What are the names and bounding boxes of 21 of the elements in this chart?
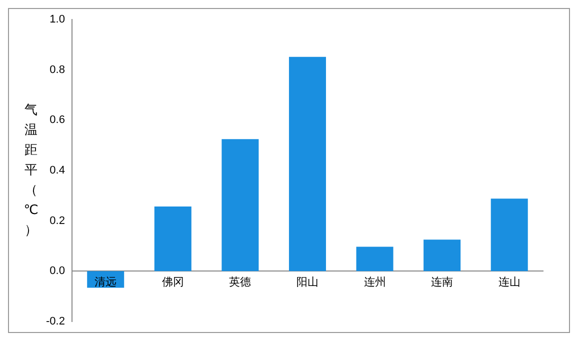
y-tick-label: 0.0 (50, 265, 65, 278)
y-tick-label: 0.8 (50, 64, 65, 76)
x-tick-label: 连山 (498, 275, 520, 288)
bar (424, 240, 461, 272)
y-tick-label: -0.2 (46, 315, 65, 328)
x-tick-label: 连州 (364, 275, 386, 288)
x-tick-label: 佛冈 (162, 275, 184, 288)
y-tick-label: 0.6 (50, 114, 65, 126)
bar (154, 206, 192, 272)
y-axis-title: 气温距平（℃） (22, 102, 40, 240)
x-tick-label: 阳山 (296, 275, 318, 288)
bar (356, 246, 394, 272)
bar (490, 198, 528, 272)
y-tick-label: 1.0 (50, 14, 65, 26)
y-tick-label: 0.4 (50, 164, 65, 177)
bar (222, 139, 259, 272)
y-tick-label: 0.2 (50, 214, 65, 227)
x-tick-label: 连南 (431, 275, 454, 288)
bar (288, 56, 326, 272)
x-tick-label: 英德 (229, 275, 252, 288)
x-tick-label: 清远 (94, 275, 117, 288)
